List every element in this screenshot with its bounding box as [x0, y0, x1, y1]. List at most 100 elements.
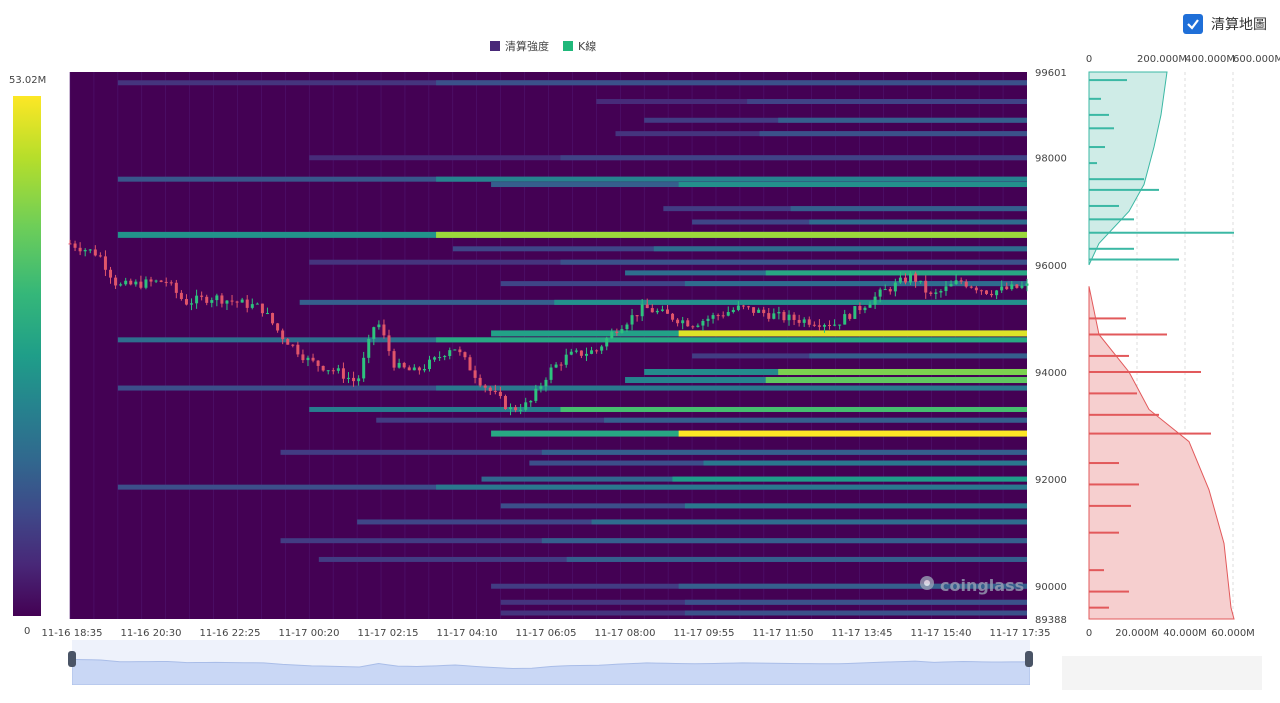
candle-body [731, 309, 735, 313]
candle-body [848, 314, 852, 319]
heatmap-band-intense [678, 330, 1027, 337]
candle-body [433, 357, 437, 360]
colorbar [13, 96, 41, 616]
candle-body [711, 315, 715, 319]
candle-body [453, 349, 457, 351]
short-liquidation-bar [1089, 258, 1179, 261]
time-tick-label: 11-17 15:40 [910, 628, 971, 639]
candle-body [271, 313, 275, 324]
candle-body [240, 299, 244, 303]
slider-left-handle[interactable] [68, 651, 76, 667]
heatmap-band-intense [678, 182, 1027, 188]
long-liquidation-bar [1089, 392, 1137, 395]
legend-swatch-heat [490, 41, 500, 51]
candle-body [367, 338, 371, 358]
short-liquidation-bar [1089, 79, 1127, 82]
short-liquidation-bar [1089, 247, 1134, 250]
candle-body [210, 300, 214, 303]
liquidation-map-toggle[interactable]: 清算地圖 [1183, 14, 1267, 34]
heatmap-band-intense [560, 155, 1027, 161]
candle-body [828, 324, 832, 326]
colorbar-min-label: 0 [24, 626, 31, 637]
candle-body [169, 282, 173, 284]
candle-body [519, 409, 523, 411]
long-liquidation-bar [1089, 569, 1104, 572]
candle-body [549, 367, 553, 380]
candle-body [114, 277, 118, 286]
zoom-slider[interactable] [71, 640, 1031, 686]
candle-body [377, 324, 381, 328]
slider-right-handle[interactable] [1025, 651, 1033, 667]
price-tick-label: 99601 [1035, 68, 1067, 79]
heatmap-band-intense [436, 176, 1027, 182]
candle-body [443, 356, 447, 358]
candle-body [260, 303, 264, 314]
heatmap-band-intense [778, 368, 1027, 375]
candle-body [944, 286, 948, 292]
price-tick-label: 94000 [1035, 368, 1067, 379]
time-tick-label: 11-17 17:35 [989, 628, 1050, 639]
candle-body [205, 296, 209, 303]
long-liquidation-bar [1089, 370, 1201, 373]
candle-body [200, 295, 204, 297]
candle-body [1000, 286, 1004, 291]
candle-body [782, 311, 786, 321]
candle-body [600, 346, 604, 351]
candle-body [488, 387, 492, 391]
sidebar-top-tick: 400.000M [1185, 54, 1235, 65]
candle-body [802, 319, 806, 323]
candle-body [752, 307, 756, 313]
candle-body [225, 300, 229, 304]
time-tick-label: 11-17 09:55 [673, 628, 734, 639]
candle-body [726, 312, 730, 316]
candle-body [448, 350, 452, 357]
candle-body [868, 304, 872, 308]
candle-body [1025, 283, 1029, 286]
candle-body [103, 256, 107, 270]
candle-body [888, 289, 892, 292]
sidebar-top-tick: 200.000M [1137, 54, 1187, 65]
candle-body [954, 280, 958, 285]
candle-body [660, 309, 664, 311]
candle-body [174, 282, 178, 293]
candle-body [478, 377, 482, 386]
candle-body [807, 319, 811, 325]
candle-body [265, 313, 269, 315]
checkbox-icon[interactable] [1183, 14, 1203, 34]
candle-body [777, 311, 781, 314]
candle-body [858, 306, 862, 311]
candle-body [73, 243, 77, 248]
legend-item-kline[interactable]: K線 [563, 38, 596, 54]
candle-body [903, 277, 907, 283]
candle-body [833, 324, 837, 326]
candle-body [853, 306, 857, 319]
candle-body [438, 357, 442, 359]
candle-body [387, 335, 391, 352]
heatmap-band-intense [684, 281, 1027, 287]
heatmap-band-intense [566, 556, 1027, 562]
candle-body [296, 344, 300, 355]
candle-body [291, 344, 295, 346]
candle-body [362, 357, 366, 379]
candle-body [716, 315, 720, 317]
candle-body [676, 319, 680, 324]
candle-body [326, 370, 330, 372]
time-tick-label: 11-17 06:05 [515, 628, 576, 639]
heatmap-band-intense [684, 599, 1027, 605]
heatmap-band-intense [554, 299, 1027, 305]
candle-body [346, 377, 350, 379]
kline-series [68, 239, 1029, 416]
candle-body [341, 368, 345, 379]
long-liquidation-bar [1089, 531, 1119, 534]
candle-body [230, 300, 234, 302]
candle-body [605, 338, 609, 347]
price-tick-label: 89388 [1035, 615, 1067, 626]
short-liquidation-bar [1089, 146, 1105, 149]
chart-legend: 清算強度 K線 [490, 38, 596, 54]
candle-body [149, 279, 153, 282]
candle-body [574, 350, 578, 352]
candle-body [822, 324, 826, 327]
candle-body [524, 402, 528, 410]
legend-item-heat[interactable]: 清算強度 [490, 38, 549, 54]
heatmap-band-intense [436, 80, 1027, 86]
